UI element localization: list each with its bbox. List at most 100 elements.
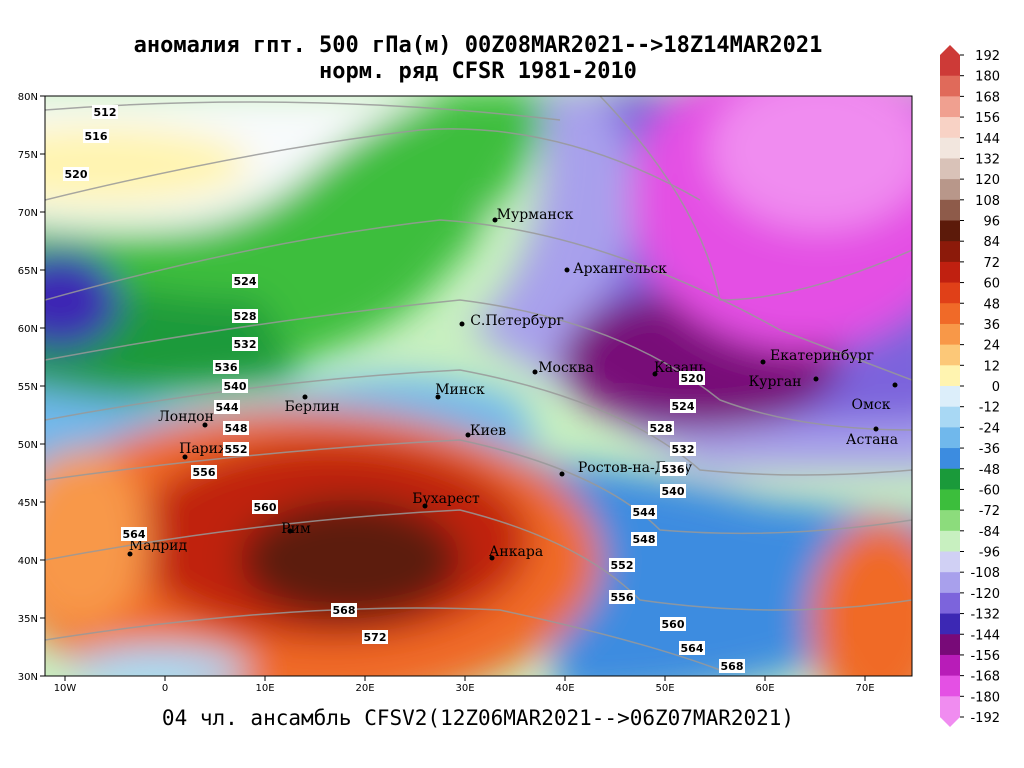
contour-label: 536 <box>662 463 685 476</box>
contour-label-bg <box>660 462 686 476</box>
contour-label: 524 <box>672 400 695 413</box>
colorbar-swatch <box>940 530 960 552</box>
colorbar-label: 120 <box>975 173 1000 188</box>
contour-label-bg <box>648 421 674 435</box>
city-label: С.Петербург <box>470 313 564 329</box>
city-label: Рим <box>281 521 311 537</box>
colorbar-label: 180 <box>975 70 1000 85</box>
city-dot <box>287 528 293 534</box>
contour-label: 544 <box>633 506 656 519</box>
lat-label: 45N <box>18 498 38 509</box>
contour-label: 552 <box>611 559 634 572</box>
city-label: Омск <box>852 397 891 413</box>
city-dot <box>813 376 819 382</box>
city-dot <box>127 551 133 557</box>
colorbar-swatch <box>940 365 960 387</box>
map-field <box>45 96 912 676</box>
contour-label: 524 <box>234 275 257 288</box>
lat-label: 35N <box>18 614 38 625</box>
contour-label: 540 <box>224 380 247 393</box>
contour-label-bg <box>232 309 258 323</box>
colorbar-arrow <box>940 717 960 727</box>
city-dot <box>760 359 766 365</box>
lat-label: 75N <box>18 150 38 161</box>
contour-label: 532 <box>672 443 695 456</box>
lon-label: 70E <box>855 683 874 694</box>
city-label: Мадрид <box>129 538 188 554</box>
contour-label: 568 <box>721 660 744 673</box>
city-dot <box>465 432 471 438</box>
contour-label-bg <box>331 603 357 617</box>
contour-label-bg <box>213 360 239 374</box>
colorbar-swatch <box>940 510 960 532</box>
colorbar-label: -156 <box>970 649 1000 664</box>
lat-label: 55N <box>18 382 38 393</box>
colorbar-swatch <box>940 75 960 97</box>
contour-label: 548 <box>225 422 248 435</box>
lat-label: 60N <box>18 324 38 335</box>
contour-label-bg <box>609 558 635 572</box>
colorbar-label: 12 <box>983 359 1000 374</box>
city-label: Мурманск <box>497 207 574 223</box>
colorbar-label: 144 <box>975 132 1000 147</box>
colorbar-label: 96 <box>983 215 1000 230</box>
contour-label-bg <box>609 590 635 604</box>
lon-label: 0 <box>162 683 168 694</box>
contour-label-bg <box>362 630 388 644</box>
lon-label: 40E <box>555 683 574 694</box>
contour-label-bg <box>223 442 249 456</box>
colorbar-swatch <box>940 634 960 656</box>
city-label: Берлин <box>284 399 339 415</box>
contour-label-bg <box>222 379 248 393</box>
contour-label-bg <box>191 465 217 479</box>
city-label: Астана <box>846 432 898 448</box>
city-label: Анкара <box>489 544 543 560</box>
city-dot <box>492 217 498 223</box>
contour-label: 532 <box>234 338 257 351</box>
colorbar-swatch <box>940 489 960 511</box>
colorbar-swatch <box>940 344 960 366</box>
contour-label: 552 <box>225 443 248 456</box>
city-label: Москва <box>538 360 594 376</box>
city-dot <box>422 503 428 509</box>
colorbar-swatch <box>940 241 960 263</box>
colorbar-label: -84 <box>979 525 1000 540</box>
city-label: Архангельск <box>573 261 667 277</box>
lat-label: 65N <box>18 266 38 277</box>
colorbar-label: 108 <box>975 194 1000 209</box>
contour-label: 572 <box>364 631 387 644</box>
colorbar-arrow <box>940 45 960 55</box>
colorbar-swatch <box>940 592 960 615</box>
colorbar-label: 168 <box>975 90 1000 105</box>
lat-label: 30N <box>18 672 38 683</box>
contour-label: 544 <box>216 401 239 414</box>
colorbar-swatch <box>940 675 960 697</box>
subtitle: норм. ряд CFSR 1981-2010 <box>319 59 637 84</box>
lon-label: 10W <box>54 683 77 694</box>
contour-label-bg <box>232 337 258 351</box>
contour-label: 560 <box>254 501 277 514</box>
colorbar-swatch <box>940 303 960 325</box>
colorbar-swatch <box>940 261 960 284</box>
contour-label-bg <box>679 641 705 655</box>
colorbar-label: -60 <box>979 483 1000 498</box>
contour-label: 564 <box>123 528 146 541</box>
contour-label: 564 <box>681 642 704 655</box>
title: аномалия гпт. 500 гПа(м) 00Z08MAR2021-->… <box>134 33 823 58</box>
contour-label-bg <box>670 442 696 456</box>
city-dot <box>559 471 565 477</box>
city-label: Минск <box>435 382 485 398</box>
colorbar-swatch <box>940 427 960 449</box>
contour-label: 540 <box>662 485 685 498</box>
contour-label: 512 <box>94 106 117 119</box>
colorbar-label: 72 <box>983 256 1000 271</box>
colorbar-swatch <box>940 406 960 428</box>
contour-label-bg <box>121 527 147 541</box>
colorbar-swatch <box>940 448 960 470</box>
contour-label-bg <box>670 399 696 413</box>
contour-label-bg <box>214 400 240 414</box>
colorbar-label: 60 <box>983 277 1000 292</box>
contour-label: 560 <box>662 618 685 631</box>
colorbar-swatch <box>940 572 960 594</box>
city-label: Киев <box>470 423 506 439</box>
